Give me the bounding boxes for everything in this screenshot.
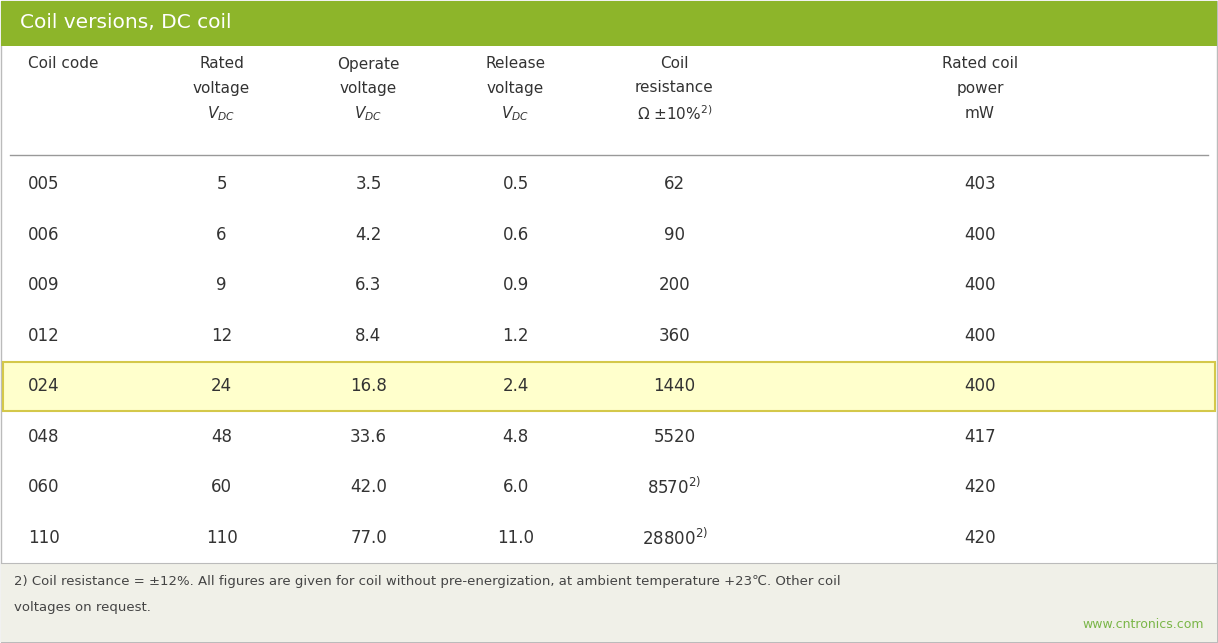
Text: power: power [956,80,1004,96]
Text: 0.9: 0.9 [502,276,529,294]
Text: $V_{DC}$: $V_{DC}$ [502,105,530,123]
Text: 16.8: 16.8 [350,377,387,395]
Text: 12: 12 [211,327,233,345]
Text: 110: 110 [28,529,60,547]
Text: 009: 009 [28,276,60,294]
Text: 6: 6 [217,226,227,244]
Text: 62: 62 [664,176,685,194]
Text: $V_{DC}$: $V_{DC}$ [354,105,382,123]
Text: $\Omega$ $\pm$10%$^{2)}$: $\Omega$ $\pm$10%$^{2)}$ [637,105,713,123]
Text: 42.0: 42.0 [350,478,387,496]
Text: 4.2: 4.2 [356,226,381,244]
Text: 400: 400 [965,377,996,395]
Text: Coil: Coil [660,57,688,71]
Text: voltage: voltage [340,80,397,96]
Text: 360: 360 [659,327,691,345]
Text: voltage: voltage [192,80,250,96]
Text: 77.0: 77.0 [350,529,387,547]
Text: 110: 110 [206,529,238,547]
Text: 11.0: 11.0 [497,529,533,547]
Text: Coil versions, DC coil: Coil versions, DC coil [19,13,231,32]
Text: 1.2: 1.2 [502,327,529,345]
Text: Operate: Operate [337,57,400,71]
Text: 200: 200 [659,276,691,294]
Text: 005: 005 [28,176,60,194]
Text: 60: 60 [211,478,231,496]
Text: 0.6: 0.6 [502,226,529,244]
Text: Rated coil: Rated coil [942,57,1018,71]
Text: 0.5: 0.5 [502,176,529,194]
Text: 5: 5 [217,176,227,194]
Text: 420: 420 [965,478,996,496]
Text: 28800$^{2)}$: 28800$^{2)}$ [642,527,708,548]
Text: 2.4: 2.4 [502,377,529,395]
Text: 48: 48 [211,428,231,446]
Text: mW: mW [965,107,995,122]
Text: $V_{DC}$: $V_{DC}$ [207,105,235,123]
Text: 403: 403 [965,176,996,194]
Text: 048: 048 [28,428,60,446]
Text: 400: 400 [965,327,996,345]
Text: Release: Release [486,57,546,71]
Text: 33.6: 33.6 [350,428,387,446]
Text: 24: 24 [211,377,233,395]
Text: 8570$^{2)}$: 8570$^{2)}$ [648,476,702,498]
Text: 9: 9 [217,276,227,294]
Text: 400: 400 [965,226,996,244]
Text: 2) Coil resistance = ±12%. All figures are given for coil without pre-energizati: 2) Coil resistance = ±12%. All figures a… [13,574,840,588]
Text: www.cntronics.com: www.cntronics.com [1083,619,1205,631]
Text: 400: 400 [965,276,996,294]
Text: 90: 90 [664,226,685,244]
Text: 5520: 5520 [653,428,695,446]
Text: 006: 006 [28,226,60,244]
Text: 4.8: 4.8 [502,428,529,446]
Text: Rated: Rated [199,57,244,71]
Text: 3.5: 3.5 [356,176,381,194]
Text: Coil code: Coil code [28,57,99,71]
Text: 420: 420 [965,529,996,547]
Text: 012: 012 [28,327,60,345]
Text: 060: 060 [28,478,60,496]
Bar [1,1,1217,46]
Text: 024: 024 [28,377,60,395]
Text: 6.0: 6.0 [502,478,529,496]
Bar [1,564,1217,642]
Text: 8.4: 8.4 [356,327,381,345]
Text: resistance: resistance [635,80,714,96]
Text: 1440: 1440 [653,377,695,395]
Text: 6.3: 6.3 [356,276,381,294]
Text: 417: 417 [965,428,996,446]
Text: voltage: voltage [487,80,544,96]
Bar [2,362,1216,410]
Text: voltages on request.: voltages on request. [13,601,151,613]
